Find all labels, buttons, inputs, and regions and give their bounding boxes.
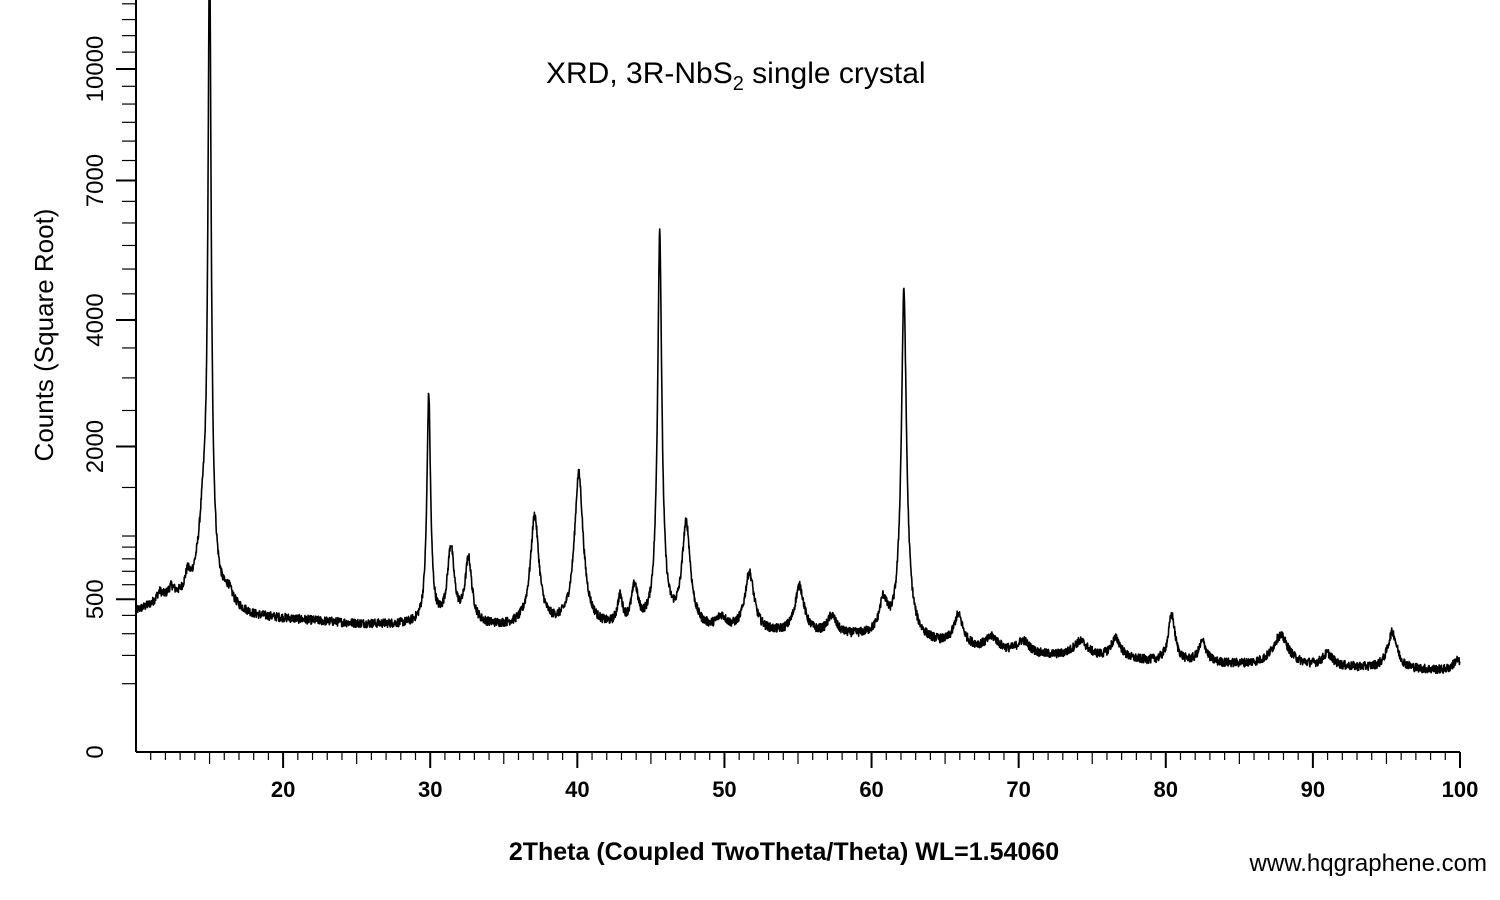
x-tick-label: 40 (565, 777, 589, 802)
chart-title-rest: single crystal (744, 57, 926, 90)
y-tick-label: 4000 (82, 293, 109, 346)
chart-title-subscript: 2 (733, 73, 744, 95)
x-axis-title: 2Theta (Coupled TwoTheta/Theta) WL=1.540… (509, 838, 1059, 866)
x-tick-label: 70 (1006, 777, 1030, 802)
y-tick-label: 0 (82, 745, 109, 758)
chart-title-main: XRD, 3R-NbS (546, 57, 733, 90)
x-tick-labels: 20 30 40 50 60 70 80 90 100 (271, 777, 1478, 802)
y-tick-label: 7000 (82, 154, 109, 207)
watermark-url: www.hqgraphene.com (1249, 850, 1487, 877)
xrd-pattern-line (135, 0, 1461, 675)
x-tick-label: 20 (271, 777, 295, 802)
x-tick-label: 90 (1301, 777, 1325, 802)
x-tick-label: 50 (712, 777, 736, 802)
x-tick-label: 60 (859, 777, 883, 802)
y-tick-label: 10000 (82, 36, 109, 103)
y-tick-label: 2000 (82, 420, 109, 473)
y-tick-label: 500 (82, 579, 109, 619)
y-axis-ticks (116, 3, 136, 685)
x-tick-label: 80 (1154, 777, 1178, 802)
y-tick-labels: 0 500 2000 4000 7000 10000 (82, 36, 109, 759)
y-axis-title: Counts (Square Root) (29, 209, 59, 462)
chart-title: XRD, 3R-NbS2 single crystal (546, 57, 926, 95)
x-tick-label: 100 (1442, 777, 1479, 802)
x-tick-label: 30 (418, 777, 442, 802)
x-axis-ticks (150, 752, 1461, 768)
